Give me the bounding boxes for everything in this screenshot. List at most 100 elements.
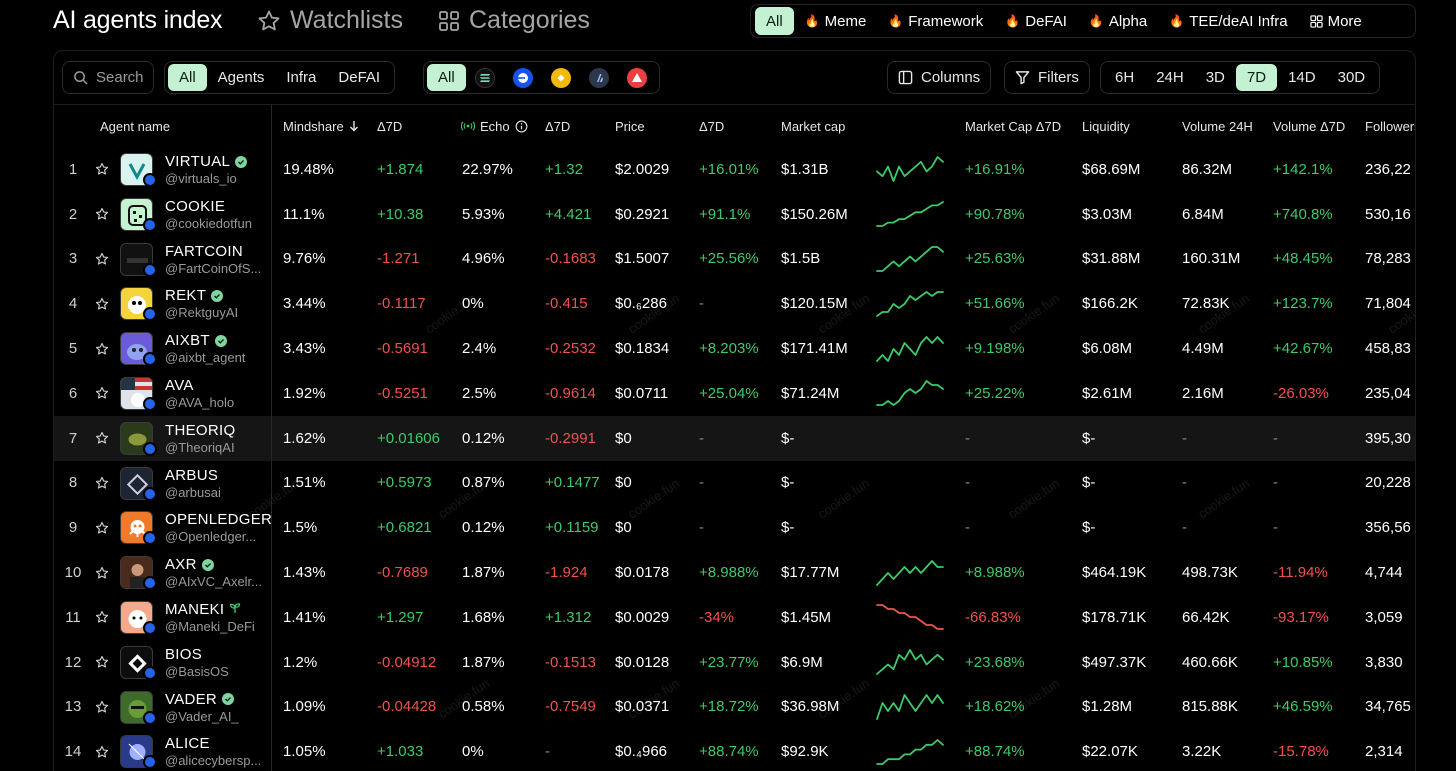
timeframe-14d[interactable]: 14D <box>1288 69 1316 86</box>
th-volume-delta[interactable]: Volume Δ7D <box>1273 118 1346 134</box>
more-categories-button[interactable]: More <box>1299 7 1373 35</box>
agent-name[interactable]: OPENLEDGER <box>165 511 272 528</box>
table-row[interactable]: 11 MANEKI @Maneki_DeFi 1.41% +1.297 1.68% +1.3… <box>54 595 1415 640</box>
agent-name-text: ALICE <box>165 735 210 753</box>
base-chain-button[interactable] <box>504 64 542 91</box>
agent-name[interactable]: ARBUS <box>165 467 218 484</box>
type-filter-defai[interactable]: DeFAI <box>338 69 381 86</box>
th-echo-delta[interactable]: Δ7D <box>545 118 571 134</box>
followers-cell: 235,04 <box>1365 384 1411 402</box>
liquidity-cell: $497.37K <box>1082 653 1147 671</box>
agent-name[interactable]: THEORIQ <box>165 422 235 439</box>
watchlist-star-icon[interactable] <box>94 729 110 771</box>
market-cap-sparkline <box>874 685 946 730</box>
table-row[interactable]: 4 REKT @RektguyAI 3.44% -0.1117 0% -0.415 $0.₆2… <box>54 281 1415 326</box>
table-row[interactable]: 9 OPENLEDGER @Openledger... 1.5% +0.6821 0.12… <box>54 505 1415 550</box>
th-market-cap-delta[interactable]: Market Cap Δ7D <box>965 118 1062 134</box>
agent-name[interactable]: COOKIE <box>165 198 225 215</box>
th-mindshare[interactable]: Mindshare <box>283 105 359 147</box>
market-cap-cell: $- <box>781 429 795 447</box>
type-filter-agents[interactable]: Agents <box>217 69 265 86</box>
agent-name[interactable]: AXR <box>165 556 214 573</box>
th-volume[interactable]: Volume 24H <box>1182 118 1253 134</box>
volume-cell: 72.83K <box>1182 295 1230 313</box>
category-tab-alpha[interactable]: 🔥 Alpha <box>1078 7 1158 35</box>
avalanche-chain-button[interactable] <box>618 64 656 91</box>
type-filter-all[interactable]: All <box>168 64 207 91</box>
echo-cell: 2.4% <box>462 340 497 358</box>
watchlist-star-icon[interactable] <box>94 237 110 282</box>
mindshare-cell: 9.76% <box>283 250 326 268</box>
type-filter-infra[interactable]: Infra <box>286 69 317 86</box>
category-tab-meme[interactable]: 🔥 Meme <box>794 7 878 35</box>
th-echo[interactable]: Echo <box>461 105 528 147</box>
watchlist-star-icon[interactable] <box>94 371 110 416</box>
watchlist-star-icon[interactable] <box>94 550 110 595</box>
agent-name[interactable]: MANEKI <box>165 601 241 618</box>
liquidity-cell: $178.71K <box>1082 608 1147 626</box>
filters-button[interactable]: Filters <box>1004 61 1090 94</box>
watchlists-link[interactable]: Watchlists <box>257 6 403 35</box>
market-cap-delta-cell: +23.68% <box>965 653 1025 671</box>
agent-name[interactable]: AVA <box>165 377 194 394</box>
agent-name[interactable]: FARTCOIN <box>165 243 243 260</box>
columns-button[interactable]: Columns <box>887 61 992 94</box>
th-agent-name[interactable]: Agent name <box>100 118 171 134</box>
agent-name[interactable]: VIRTUAL <box>165 153 248 170</box>
watchlist-star-icon[interactable] <box>94 326 110 371</box>
category-tab-framework[interactable]: 🔥 Framework <box>877 7 994 35</box>
th-market-cap[interactable]: Market cap <box>781 118 846 134</box>
th-mindshare-delta[interactable]: Δ7D <box>377 118 403 134</box>
liquidity-cell: $- <box>1082 429 1096 447</box>
categories-link[interactable]: Categories <box>438 6 590 35</box>
solana-chain-button[interactable] <box>466 64 504 91</box>
category-tab-label: Alpha <box>1108 12 1148 30</box>
table-row[interactable]: 1 VIRTUAL @virtuals_io 19.48% +1.874 22.97% +1… <box>54 147 1415 192</box>
liquidity-cell: $3.03M <box>1082 205 1133 223</box>
volume-cell: 86.32M <box>1182 160 1233 178</box>
timeframe-30d[interactable]: 30D <box>1337 69 1366 86</box>
agent-name[interactable]: REKT <box>165 287 224 304</box>
table-row[interactable]: 2 COOKIE @cookiedotfun 11.1% +10.38 5.93% +4.4… <box>54 192 1415 237</box>
table-row[interactable]: 6 AVA @AVA_holo 1.92% -0.5251 2.5% -0.9614 $0.0… <box>54 371 1415 416</box>
agent-name[interactable]: AIXBT <box>165 332 227 349</box>
timeframe-3d[interactable]: 3D <box>1205 69 1225 86</box>
th-followers[interactable]: Followers <box>1365 118 1416 134</box>
timeframe-7d[interactable]: 7D <box>1235 64 1278 91</box>
market-cap-sparkline <box>874 550 946 595</box>
th-liquidity[interactable]: Liquidity <box>1082 118 1130 134</box>
watchlist-star-icon[interactable] <box>94 192 110 237</box>
watchlist-star-icon[interactable] <box>94 416 110 461</box>
table-row[interactable]: 3 FARTCOIN @FartCoinOfS... 9.76% -1.271 4.96%… <box>54 237 1415 282</box>
agent-name[interactable]: VADER <box>165 691 235 708</box>
category-tab-all[interactable]: All <box>755 7 794 35</box>
watchlist-star-icon[interactable] <box>94 505 110 550</box>
table-row[interactable]: 7 THEORIQ @TheoriqAI 1.62% +0.01606 0.12% -0.2… <box>54 415 1415 461</box>
table-row[interactable]: 10 AXR @AIxVC_Axelr... 1.43% -0.7689 1.87% -1.… <box>54 550 1415 595</box>
timeframe-6h[interactable]: 6H <box>1115 69 1135 86</box>
watchlist-star-icon[interactable] <box>94 281 110 326</box>
table-row[interactable]: 8 ARBUS @arbusai 1.51% +0.5973 0.87% +0.1477 $0… <box>54 461 1415 506</box>
table-row[interactable]: 12 BIOS @BasisOS 1.2% -0.04912 1.87% -0.1513 $0… <box>54 640 1415 685</box>
table-row[interactable]: 5 AIXBT @aixbt_agent 3.43% -0.5691 2.4% -0.253… <box>54 326 1415 371</box>
watchlist-star-icon[interactable] <box>94 640 110 685</box>
chain-all-button[interactable]: All <box>427 64 466 91</box>
th-price-delta[interactable]: Δ7D <box>699 118 725 134</box>
watchlist-star-icon[interactable] <box>94 147 110 192</box>
followers-cell: 71,804 <box>1365 295 1411 313</box>
watchlist-star-icon[interactable] <box>94 685 110 730</box>
timeframe-24h[interactable]: 24H <box>1156 69 1184 86</box>
table-row[interactable]: 14 ALICE @alicecybersp... 1.05% +1.033 0% - $0.… <box>54 729 1415 771</box>
search-input[interactable]: Search <box>62 61 154 94</box>
watchlist-star-icon[interactable] <box>94 595 110 640</box>
table-row[interactable]: 13 VADER @Vader_AI_ 1.09% -0.04428 0.58% -0.75… <box>54 685 1415 730</box>
arbitrum-chain-button[interactable] <box>580 64 618 91</box>
agent-name[interactable]: BIOS <box>165 646 202 663</box>
watchlist-star-icon[interactable] <box>94 461 110 506</box>
category-tab-defai[interactable]: 🔥 DeFAI <box>994 7 1078 35</box>
agent-name[interactable]: ALICE <box>165 735 210 752</box>
info-icon[interactable] <box>515 120 528 133</box>
category-tab-tee-deai-infra[interactable]: 🔥 TEE/deAI Infra <box>1158 7 1298 35</box>
bnb-chain-button[interactable] <box>542 64 580 91</box>
th-price[interactable]: Price <box>615 118 645 134</box>
